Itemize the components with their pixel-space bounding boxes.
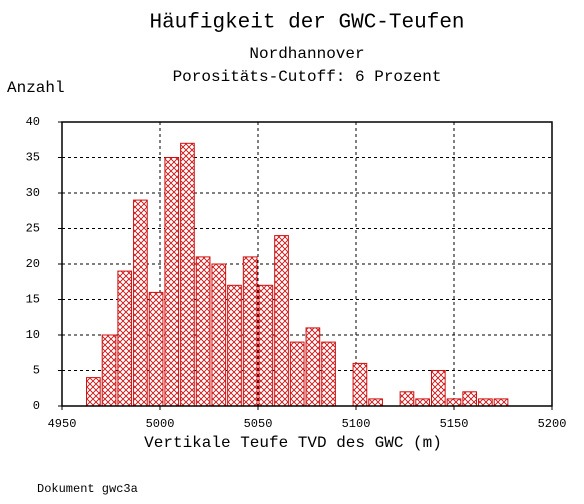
bar xyxy=(368,398,383,407)
bar xyxy=(289,341,305,407)
bar xyxy=(211,263,227,407)
bar xyxy=(446,398,462,407)
bar xyxy=(430,370,446,407)
bar xyxy=(242,256,258,407)
x-axis-label: Vertikale Teufe TVD des GWC (m) xyxy=(144,434,442,452)
y-tick-label: 15 xyxy=(26,293,40,307)
x-tick-label: 4950 xyxy=(48,417,77,431)
bar xyxy=(415,398,430,407)
bar xyxy=(399,391,415,407)
x-tick-label: 5100 xyxy=(342,417,371,431)
bar xyxy=(148,291,164,407)
bar xyxy=(462,391,478,407)
y-tick-label: 35 xyxy=(26,151,40,165)
x-tick-label: 5150 xyxy=(440,417,469,431)
bar xyxy=(321,341,336,407)
bar xyxy=(164,157,180,407)
bar xyxy=(352,362,368,407)
bar xyxy=(117,270,133,407)
bar xyxy=(227,284,242,407)
bar xyxy=(86,377,101,407)
bar xyxy=(133,199,148,407)
y-tick-label: 30 xyxy=(26,186,40,200)
note: Dokument gwc3a xyxy=(37,482,138,496)
bar xyxy=(258,284,274,407)
subtitle: Porositäts-Cutoff: 6 Prozent xyxy=(173,68,442,86)
bar xyxy=(305,327,321,407)
y-tick-label: 0 xyxy=(33,399,40,413)
y-tick-label: 20 xyxy=(26,257,40,271)
y-axis-label: Anzahl xyxy=(7,79,65,97)
bar xyxy=(101,334,117,407)
y-tick-label: 10 xyxy=(26,328,40,342)
bar xyxy=(180,142,195,407)
plot-frame xyxy=(61,121,553,407)
x-tick-label: 5200 xyxy=(538,417,567,431)
y-tick-label: 40 xyxy=(26,115,40,129)
bar xyxy=(493,398,509,407)
chart-title: Häufigkeit der GWC-Teufen xyxy=(149,12,464,35)
bar xyxy=(274,235,289,407)
x-tick-label: 5050 xyxy=(244,417,273,431)
x-tick-label: 5000 xyxy=(146,417,175,431)
y-tick-label: 5 xyxy=(33,364,40,378)
bar xyxy=(478,398,493,407)
bar xyxy=(195,256,211,407)
subtitle: Nordhannover xyxy=(249,45,364,63)
y-tick-label: 25 xyxy=(26,222,40,236)
